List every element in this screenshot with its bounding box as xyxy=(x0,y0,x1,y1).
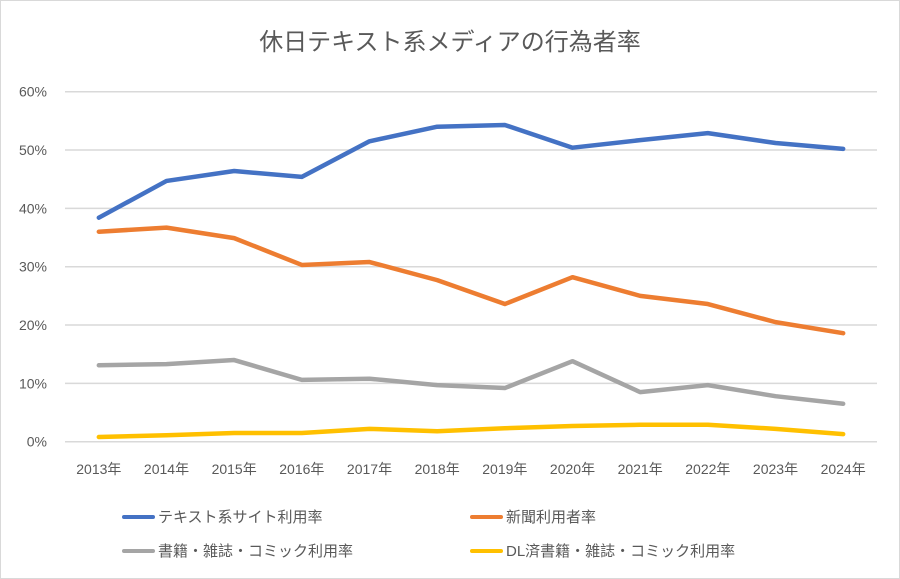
legend-item: テキスト系サイト利用率 xyxy=(122,506,323,527)
x-tick-label: 2016年 xyxy=(279,461,324,477)
y-tick-label: 20% xyxy=(19,317,47,333)
legend-swatch xyxy=(470,548,503,553)
x-tick-label: 2015年 xyxy=(212,461,257,477)
x-tick-label: 2019年 xyxy=(482,461,527,477)
y-tick-label: 10% xyxy=(19,375,47,391)
chart-title: 休日テキスト系メディアの行為者率 xyxy=(259,29,641,56)
series-line-4 xyxy=(96,422,846,440)
x-tick-label: 2017年 xyxy=(347,461,392,477)
legend-swatch xyxy=(470,514,503,519)
y-tick-label: 60% xyxy=(19,84,47,100)
x-tick-label: 2020年 xyxy=(550,461,595,477)
series-line-3 xyxy=(96,357,846,407)
series-line-1 xyxy=(96,122,846,220)
y-tick-label: 30% xyxy=(19,259,47,275)
x-tick-label: 2023年 xyxy=(753,461,798,477)
x-tick-label: 2014年 xyxy=(144,461,189,477)
legend-label: 書籍・雑誌・コミック利用率 xyxy=(158,543,354,560)
legend-item: 新聞利用者率 xyxy=(470,506,596,527)
legend-item: DL済書籍・雑誌・コミック利用率 xyxy=(470,540,735,561)
y-tick-label: 50% xyxy=(19,142,47,158)
x-tick-label: 2024年 xyxy=(821,461,866,477)
legend-label: 新聞利用者率 xyxy=(506,509,597,526)
series-line-2 xyxy=(96,225,846,336)
y-tick-label: 40% xyxy=(19,200,47,216)
legend-swatch xyxy=(122,548,155,553)
x-tick-label: 2022年 xyxy=(685,461,730,477)
x-tick-label: 2018年 xyxy=(415,461,460,477)
legend-label: DL済書籍・雑誌・コミック利用率 xyxy=(506,543,736,560)
legend-swatch xyxy=(122,514,155,519)
x-tick-label: 2021年 xyxy=(618,461,663,477)
legend-label: テキスト系サイト利用率 xyxy=(158,509,323,526)
legend-item: 書籍・雑誌・コミック利用率 xyxy=(122,540,353,561)
y-tick-label: 0% xyxy=(27,434,47,450)
x-tick-label: 2013年 xyxy=(76,461,121,477)
